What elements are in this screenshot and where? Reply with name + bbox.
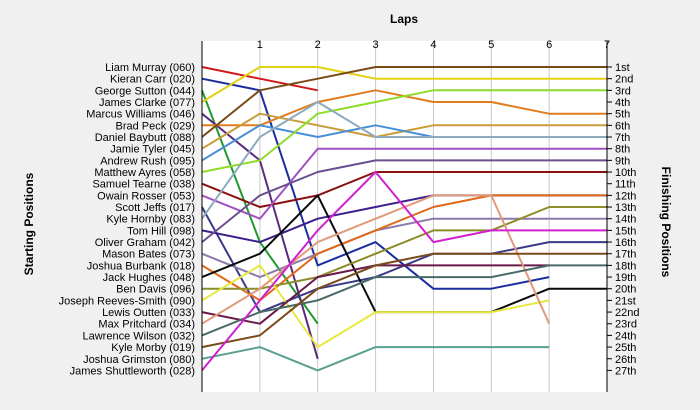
series-line-10	[201, 89, 607, 173]
finishing-position-label: 5th	[615, 109, 630, 121]
series-line-21	[201, 264, 550, 349]
finishing-position-label: 2nd	[615, 74, 633, 86]
chart-title: Laps	[390, 12, 418, 26]
finishing-position-label: 6th	[615, 120, 630, 132]
x-tick-label: 1	[257, 39, 263, 51]
rider-label: Lawrence Wilson (032)	[83, 330, 196, 342]
finishing-position-label: 27th	[615, 365, 636, 377]
rider-label: James Shuttleworth (028)	[70, 365, 195, 377]
rider-label: Scott Jeffs (017)	[115, 202, 195, 214]
series-line-27	[201, 171, 607, 372]
finishing-position-label: 4th	[615, 97, 630, 109]
series-line-16	[201, 159, 607, 243]
finishing-position-label: 12th	[615, 190, 636, 202]
rider-label: Mason Bates (073)	[102, 249, 195, 261]
plot-area	[202, 41, 607, 392]
finishing-position-label: 11th	[615, 179, 636, 191]
finishing-position-label: 24th	[615, 330, 636, 342]
rider-label: Ben Davis (096)	[116, 284, 195, 296]
rider-label: Lewis Outten (033)	[102, 307, 195, 319]
finishing-position-label: 14th	[615, 214, 636, 226]
finishing-position-label: 13th	[615, 202, 636, 214]
rider-label: Samuel Tearne (038)	[92, 179, 195, 191]
finishing-position-label: 16th	[615, 237, 636, 249]
series-line-1	[201, 66, 318, 92]
series-line-4	[201, 66, 607, 103]
finishing-position-label: 26th	[615, 354, 636, 366]
finishing-position-label: 18th	[615, 260, 636, 272]
series-line-26	[201, 346, 550, 372]
finishing-position-label: 9th	[615, 155, 630, 167]
series-line-23	[201, 194, 551, 325]
series-lines	[201, 66, 607, 372]
x-tick-label: 5	[488, 39, 494, 51]
rider-label: James Clarke (077)	[99, 97, 195, 109]
series-line-20	[202, 206, 607, 290]
finishing-position-label: 8th	[615, 144, 630, 156]
series-line-12	[201, 147, 607, 220]
series-line-11	[201, 171, 607, 208]
rider-label: Max Pritchard (034)	[98, 319, 195, 331]
rider-label: Joseph Reeves-Smith (090)	[59, 295, 195, 307]
y-axis-label-right: Finishing Positions	[659, 167, 673, 278]
rider-label: Owain Rosser (053)	[97, 190, 195, 202]
rider-label: Kieran Carr (020)	[110, 74, 195, 86]
finishing-position-label: 10th	[615, 167, 636, 179]
finishing-position-label: 1st	[615, 62, 630, 74]
rider-label: Brad Peck (029)	[116, 120, 195, 132]
finishing-position-label: 15th	[615, 225, 636, 237]
rider-label: Kyle Morby (019)	[111, 342, 195, 354]
rider-label: George Sutton (044)	[95, 85, 195, 97]
series-line-14	[201, 101, 607, 220]
finishing-position-label: 21st	[615, 295, 636, 307]
rider-label: Marcus Williams (046)	[86, 109, 195, 121]
rider-label: Joshua Grimston (080)	[83, 354, 195, 366]
x-tick-label: 6	[546, 39, 552, 51]
finishing-position-label: 20th	[615, 284, 636, 296]
rider-label: Tom Hill (098)	[127, 225, 195, 237]
rider-label: Jamie Tyler (045)	[110, 144, 195, 156]
finishing-position-label: 17th	[615, 249, 636, 261]
series-line-24	[201, 264, 607, 337]
x-tick-label: 3	[373, 39, 379, 51]
series-line-7	[201, 66, 607, 138]
rider-label: Joshua Burbank (018)	[87, 260, 195, 272]
rider-label: Jack Hughes (048)	[103, 272, 195, 284]
rider-label: Liam Murray (060)	[105, 62, 195, 74]
series-line-18	[201, 194, 607, 302]
x-tick-labels: 1 2 3 4 5 6 7	[257, 39, 610, 51]
finishing-position-label: 7th	[615, 132, 630, 144]
starting-position-labels: Liam Murray (060)Kieran Carr (020)George…	[59, 62, 195, 377]
rider-label: Oliver Graham (042)	[95, 237, 195, 249]
x-tick-label: 7	[604, 39, 610, 51]
rider-label: Kyle Hornby (083)	[106, 214, 195, 226]
finishing-position-label: 23rd	[615, 319, 637, 331]
rider-label: Daniel Baybutt (088)	[95, 132, 195, 144]
series-line-25	[201, 252, 607, 349]
rider-label: Matthew Ayres (058)	[94, 167, 195, 179]
x-tick-label: 4	[430, 39, 436, 51]
axes	[201, 41, 608, 392]
finishing-position-label: 19th	[615, 272, 636, 284]
finishing-position-label: 3rd	[615, 85, 631, 97]
rider-label: Andrew Rush (095)	[100, 155, 195, 167]
y-axis-label-left: Starting Positions	[22, 172, 36, 275]
finishing-position-labels: 1st2nd3rd4th5th6th7th8th9th10th11th12th1…	[607, 62, 639, 377]
series-line-17	[201, 217, 607, 279]
finishing-position-label: 25th	[615, 342, 636, 354]
finishing-position-label: 22nd	[615, 307, 639, 319]
x-tick-label: 2	[315, 39, 321, 51]
